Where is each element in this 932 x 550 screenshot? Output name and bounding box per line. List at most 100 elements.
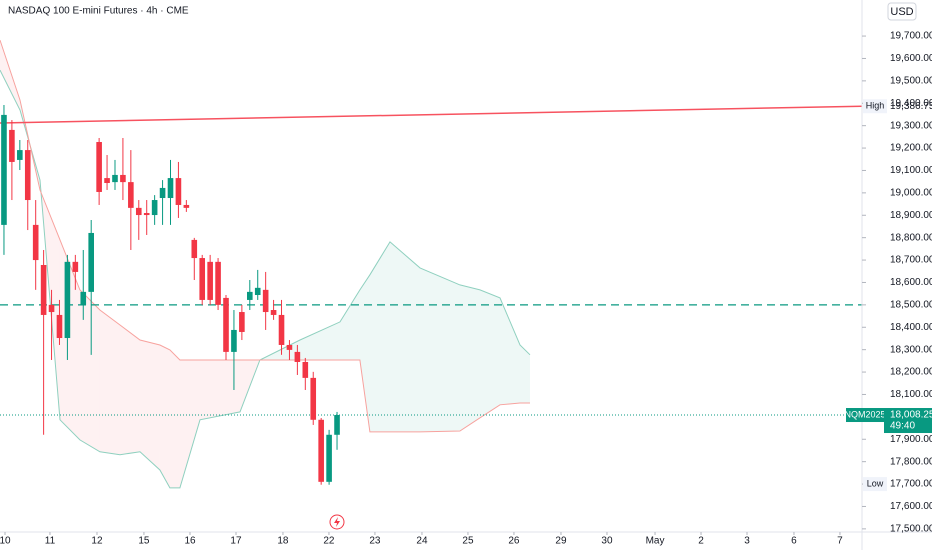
y-tick-label: 18,100.00	[890, 389, 932, 400]
x-tick-label: 22	[323, 536, 335, 547]
cloud-line	[0, 39, 530, 433]
cloud-fill	[159, 344, 170, 488]
x-tick-label: 6	[791, 536, 797, 547]
y-tick-label: 19,300.00	[890, 120, 932, 131]
price-tag	[884, 408, 932, 434]
candle-body	[151, 200, 158, 216]
y-tick-label: 18,800.00	[890, 232, 932, 243]
candle-body	[302, 361, 309, 378]
candle-body	[326, 434, 332, 482]
currency-box[interactable]	[887, 2, 917, 21]
candle-body	[215, 261, 221, 305]
currency: USD	[890, 6, 913, 18]
candle-body	[246, 291, 253, 300]
candle-body	[254, 287, 261, 296]
y-tick-label: 17,800.00	[890, 456, 932, 467]
candle-body	[32, 224, 39, 261]
candle-body	[17, 150, 23, 160]
cloud-fill	[169, 349, 180, 488]
trendline	[0, 105, 863, 124]
candle-body	[183, 204, 190, 208]
y-tick-label: 19,200.00	[890, 143, 932, 154]
candle-body	[40, 264, 47, 315]
y-tick-label: 18,300.00	[890, 344, 932, 355]
candle-body	[56, 314, 63, 339]
x-tick-label: 25	[462, 536, 474, 547]
cloud-fill	[99, 310, 120, 455]
y-tick-label: 19,500.00	[890, 76, 932, 87]
high-tag-value: 19,386.75	[890, 101, 932, 112]
x-tick-label: 10	[0, 536, 11, 547]
y-tick-label: 18,600.00	[890, 277, 932, 288]
candle-body	[120, 174, 126, 183]
candle-body	[207, 261, 213, 300]
candle-body	[199, 258, 206, 300]
candle-body	[262, 289, 269, 313]
plot	[0, 105, 863, 485]
cloud-fill	[480, 289, 500, 418]
cloud-fill	[390, 241, 420, 432]
candle-body	[88, 232, 94, 292]
candle-body	[48, 304, 55, 313]
price-tag-countdown: 49:40	[890, 421, 915, 432]
y-tick-label: 18,700.00	[890, 255, 932, 266]
symbol-tag-label: NQM2025	[844, 409, 885, 419]
candle-body	[278, 314, 285, 345]
cloud-fill	[369, 241, 391, 432]
cloud-fill	[119, 325, 140, 455]
x-tick-label: 12	[91, 536, 103, 547]
cloud-fill	[499, 297, 520, 405]
candle-body	[270, 310, 277, 315]
cloud-fill	[199, 359, 240, 420]
cloud-fill	[79, 289, 100, 452]
cloud-fill	[179, 359, 200, 488]
event-icon-bolt	[334, 517, 340, 527]
candle-body	[64, 261, 71, 339]
candle-body	[143, 213, 150, 216]
candle-body	[24, 150, 31, 201]
cloud-fill	[359, 274, 370, 432]
candle-body	[135, 207, 142, 216]
y-tick-label: 19,000.00	[890, 188, 932, 199]
low-tag-label: Low	[867, 478, 884, 488]
candle-body	[294, 351, 301, 362]
y-tick-label: 19,700.00	[890, 31, 932, 42]
x-tick-label: 2	[698, 536, 704, 547]
x-tick-label: 24	[416, 536, 428, 547]
y-tick-label: 18,900.00	[890, 210, 932, 221]
candle-body	[80, 291, 87, 305]
y-tick-label: 18,200.00	[890, 367, 932, 378]
cloud-fill	[519, 344, 530, 403]
x-tick-label: 26	[508, 536, 520, 547]
cloud-fill	[339, 289, 360, 360]
low-tag-value: 17,700.00	[890, 479, 932, 490]
x-tick-label: 17	[230, 536, 242, 547]
candle-body	[72, 261, 79, 272]
candle-body	[334, 415, 340, 435]
candle-body	[191, 239, 198, 259]
candle-body	[286, 344, 293, 350]
price-tag-value: 18,008.25	[890, 410, 932, 421]
candle-body	[223, 297, 229, 352]
ichimoku-cloud	[0, 39, 531, 489]
low-tag	[863, 477, 887, 492]
x-tick-label: 11	[45, 536, 56, 547]
x-tick-label: 15	[138, 536, 150, 547]
cloud-fill	[419, 267, 460, 432]
cloud-fill	[459, 284, 481, 431]
x-tick-label: 30	[601, 536, 613, 547]
low-tag-bg	[887, 477, 932, 492]
candle-body	[1, 114, 7, 225]
x-tick-label: 16	[184, 536, 196, 547]
candle-body	[231, 329, 237, 352]
cloud-fill	[299, 321, 340, 360]
candle-body	[310, 377, 317, 420]
y-tick-label: 19,600.00	[890, 53, 932, 64]
x-tick-label: 18	[277, 536, 289, 547]
high-tag-label: High	[866, 101, 885, 111]
candle-body	[104, 178, 110, 184]
candle-body	[167, 178, 174, 199]
cloud-fill	[139, 340, 160, 470]
y-tick-label: 19,400.00	[890, 98, 932, 109]
